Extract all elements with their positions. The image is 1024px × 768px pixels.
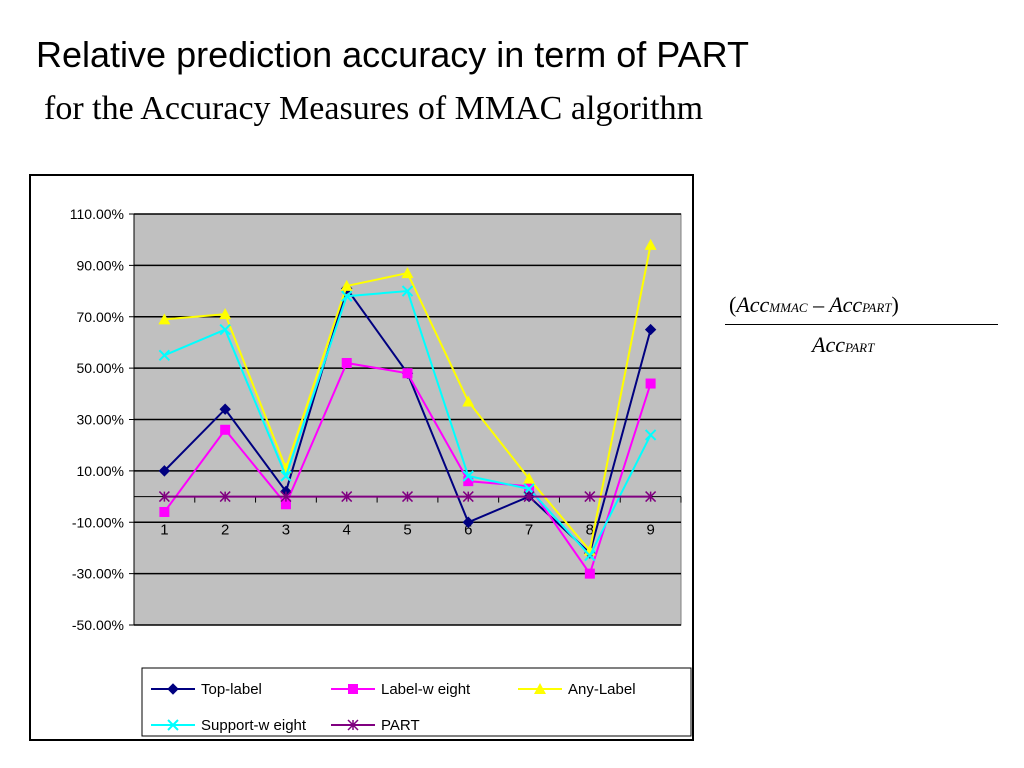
legend-marker-4 [167,719,179,731]
formula-sub-mmac: MMAC [769,300,808,315]
formula-minus: – [813,292,825,317]
formula-sub-den: PART [844,340,875,355]
formula-sub-part: PART [862,300,892,315]
x-tick-label: 7 [525,522,533,539]
data-point-s2 [463,476,474,487]
data-point-s4 [584,549,596,562]
formula-fraction-bar [725,324,998,325]
y-tick-label: 30.00% [77,412,124,428]
data-point-s2 [280,499,291,510]
legend-marker-5 [347,719,359,731]
data-point-s3 [462,395,475,407]
formula-denominator: AccPART [812,332,874,358]
x-tick-label: 9 [646,522,654,539]
data-point-s4 [219,323,231,336]
x-tick-label: 6 [464,522,472,539]
data-point-s2 [524,481,535,492]
data-point-s5 [462,491,474,503]
x-tick-label: 2 [221,522,229,539]
data-point-s5 [158,491,170,503]
y-tick-label: 50.00% [77,360,124,376]
legend-label-3: Any-Label [568,681,636,698]
data-point-s5 [401,491,414,503]
data-point-s4 [462,470,474,482]
data-point-s4 [158,349,171,361]
slide-title: Relative prediction accuracy in term of … [36,34,749,75]
data-point-s3 [340,279,353,291]
data-point-s4 [644,429,657,441]
data-point-s2 [220,424,231,435]
chart-frame: 110.00% 90.00% 70.00% 50.00% 30.00% 10.00% -10… [29,174,694,741]
formula-acc-mmac: Acc [736,292,770,317]
x-tick-label: 5 [403,522,411,539]
y-tick-label: -30.00% [72,566,124,582]
x-tick-label: 3 [282,522,290,539]
data-point-s1 [462,516,474,528]
data-point-s5 [280,491,292,503]
formula-close-paren: ) [891,292,899,317]
legend-marker-3 [534,683,546,694]
y-tick-label: 10.00% [77,463,124,479]
formula-acc-den: Acc [812,332,845,357]
legend-label-2: Label-w eight [381,681,471,698]
data-point-s1 [644,323,657,336]
data-point-s4 [341,290,353,302]
data-point-s5 [341,491,353,503]
data-point-s5 [584,491,596,503]
data-point-s5 [645,491,657,503]
data-point-s3 [219,308,232,320]
data-point-s2 [584,568,595,579]
line-chart: 110.00% 90.00% 70.00% 50.00% 30.00% 10.00% -10… [70,206,692,737]
legend-label-1: Top-label [201,681,262,698]
legend-label-4: Support-w eight [201,717,307,734]
data-point-s5 [219,491,231,503]
data-point-s4 [280,470,292,482]
x-tick-label: 4 [343,522,351,539]
data-point-s3 [401,267,414,279]
data-point-s1 [219,403,231,415]
formula-open-paren: ( [729,292,737,317]
data-point-s2 [341,357,352,368]
legend [141,667,692,737]
legend-marker-2 [348,684,358,694]
formula-acc-part: Acc [829,292,863,317]
data-point-s1 [158,465,171,477]
data-point-s2 [402,368,413,379]
data-point-s4 [401,285,414,297]
formula: (AccMMAC – AccPART) AccPART [725,290,1000,370]
legend-label-5: PART [381,717,420,734]
data-point-s3 [523,472,536,484]
legend-marker-1 [167,683,179,695]
data-point-s3 [644,238,657,250]
x-tick-label: 1 [160,522,168,539]
data-point-s2 [159,506,170,517]
y-tick-label: -50.00% [72,617,124,633]
y-tick-label: 90.00% [77,257,124,273]
formula-numerator: (AccMMAC – AccPART) [729,292,899,318]
data-point-s5 [523,491,535,503]
slide-subtitle: for the Accuracy Measures of MMAC algori… [44,90,704,127]
y-tick-label: 110.00% [70,206,124,222]
x-tick-label: 8 [586,522,594,539]
data-point-s3 [158,313,171,325]
y-tick-label: -10.00% [72,514,124,530]
data-point-s2 [645,378,656,389]
y-tick-label: 70.00% [77,309,124,325]
